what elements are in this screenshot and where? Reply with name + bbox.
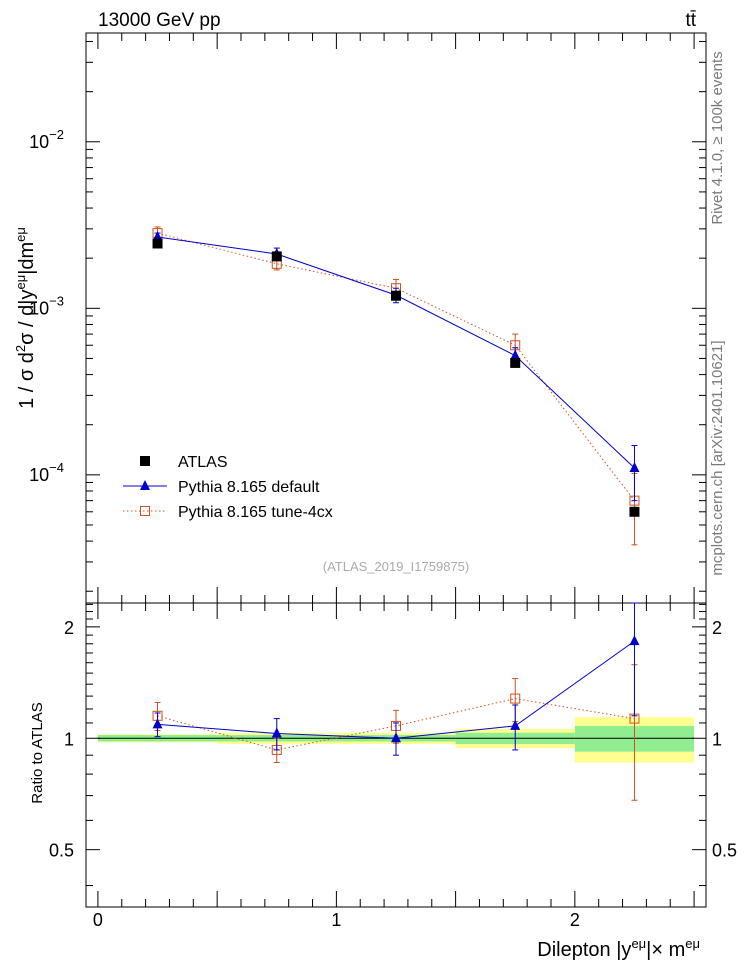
y-tick-label: 10−4 xyxy=(29,460,64,485)
legend: ATLAS Pythia 8.165 default Pythia 8.165 tu… xyxy=(123,454,333,521)
data-point-triangle-line xyxy=(510,349,521,360)
x-tick-label: 0 xyxy=(93,910,103,930)
energy-label: 13000 GeV pp xyxy=(98,10,221,31)
ratio-y-tick-label: 1 xyxy=(64,729,74,749)
legend-marker xyxy=(140,456,150,466)
ratio-point-square-open-dotted xyxy=(510,693,521,704)
data-point-triangle-line xyxy=(629,461,640,472)
ratio-point-triangle-line xyxy=(271,727,282,738)
data-point-square-filled xyxy=(152,238,163,249)
data-marks xyxy=(152,226,640,801)
y-tick-base: 10 xyxy=(29,465,49,485)
data-point-square-filled xyxy=(510,357,521,368)
legend-label: Pythia 8.165 tune-4cx xyxy=(178,504,333,521)
legend-marker xyxy=(140,480,150,490)
y-tick-label: 10−2 xyxy=(29,127,64,152)
x-tick-label: 1 xyxy=(331,910,341,930)
data-point-square-filled xyxy=(391,290,401,301)
ratio-series-line xyxy=(157,698,635,751)
ratio-point-triangle-line xyxy=(510,719,521,730)
x-tick-label: 2 xyxy=(570,910,580,930)
series-line-pythia-default xyxy=(157,236,635,469)
y-tick-label: 10−3 xyxy=(29,293,64,318)
legend-marker xyxy=(140,506,150,516)
y-tick-exponent: −3 xyxy=(49,293,64,308)
ratio-y-axis-title: Ratio to ATLAS xyxy=(29,702,46,803)
axes-ticks: 10−210−310−40.5 0.51 12 20 1 2 xyxy=(29,33,737,930)
ratio-point-triangle-line xyxy=(391,732,401,743)
x-axis-title: Dilepton |yeμ|× meμ xyxy=(537,936,700,961)
y-tick-exponent: −2 xyxy=(49,127,64,142)
ratio-point-triangle-line xyxy=(629,635,640,646)
ratio-y-tick-label: 2 xyxy=(64,618,74,638)
y-tick-base: 10 xyxy=(29,298,49,318)
rivet-label: Rivet 4.1.0, ≥ 100k events xyxy=(709,51,726,224)
data-point-square-filled xyxy=(629,506,640,517)
analysis-label: (ATLAS_2019_I1759875) xyxy=(323,559,469,574)
series-line-pythia-tune4cx xyxy=(157,232,635,501)
main-y-axis-title: 1 / σ d2σ / d|yeμ|dmeμ xyxy=(13,227,38,409)
y-tick-exponent: −4 xyxy=(49,460,64,475)
ratio-point-triangle-line xyxy=(152,718,163,729)
process-label: tt̄ xyxy=(685,10,696,31)
legend-label: ATLAS xyxy=(178,454,228,471)
ratio-y-tick-label-right: 2 xyxy=(712,618,722,638)
ratio-y-tick-label: 0.5 xyxy=(49,841,74,861)
data-point-square-filled xyxy=(271,251,282,262)
svg-text:1 / σ d2σ / d|yeμ|dmeμ: 1 / σ d2σ / d|yeμ|dmeμ xyxy=(13,227,38,409)
mcplots-label: mcplots.cern.ch [arXiv:2401.10621] xyxy=(709,340,726,575)
ratio-y-tick-label-right: 1 xyxy=(712,729,722,749)
y-tick-base: 10 xyxy=(29,132,49,152)
legend-label: Pythia 8.165 default xyxy=(178,479,320,496)
ratio-y-tick-label-right: 0.5 xyxy=(712,841,737,861)
